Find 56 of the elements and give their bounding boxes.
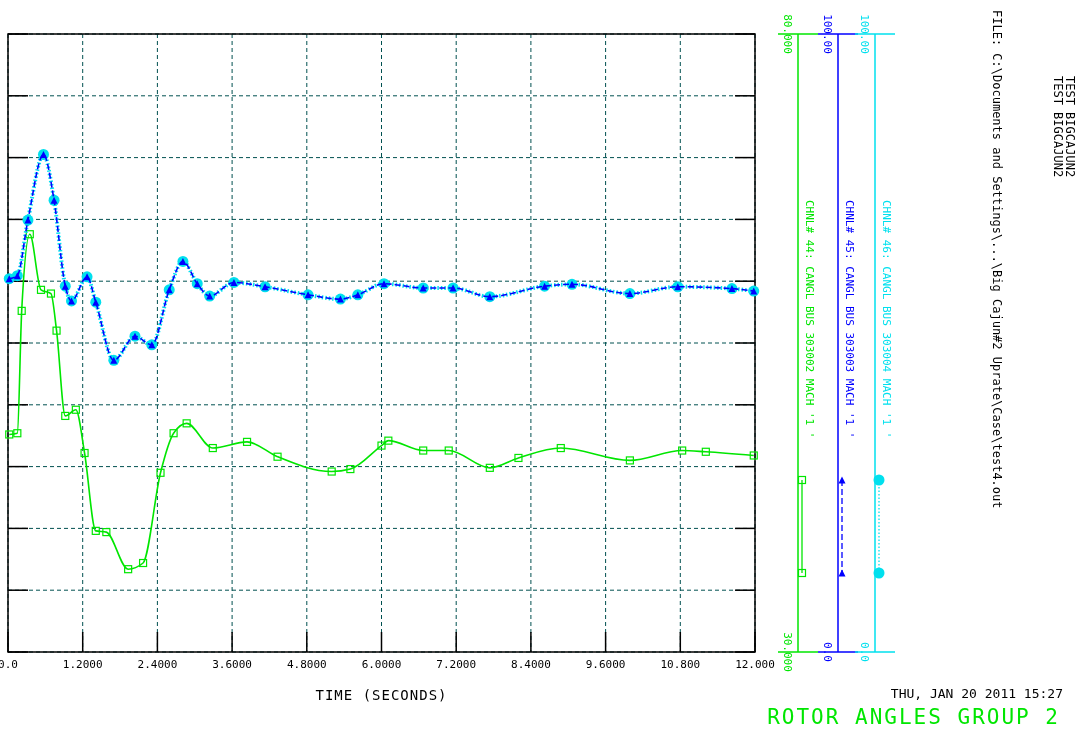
point (556, 443, 565, 453)
y3-tick-label: 100.00 (821, 14, 834, 54)
point (156, 468, 165, 477)
point (514, 453, 523, 463)
point (13, 429, 22, 438)
point (182, 419, 191, 428)
point (5, 430, 14, 439)
point (419, 446, 428, 455)
x-tick-label: 6.0000 (361, 658, 402, 671)
point (46, 289, 56, 298)
x-tick-label: 9.6000 (585, 658, 626, 671)
point (124, 565, 133, 574)
x-tick-label: 2.4000 (137, 658, 178, 671)
point (242, 437, 252, 446)
text: CHNL# 44: CANGL BUS 303002 MACH '1 ' (803, 200, 816, 439)
x-tick-label: 10.800 (660, 658, 701, 671)
point (25, 230, 34, 239)
y-tick-label: 80.000 (781, 14, 794, 54)
point (625, 456, 634, 465)
point (17, 306, 26, 315)
text: CHNL# 46: CANGL BUS 303004 MACH '1 ' (880, 200, 893, 439)
x-tick-label: 7.2000 (436, 658, 477, 671)
text: TEST BIGCAJUN2 (1063, 76, 1077, 178)
point (346, 464, 355, 474)
y2-tick-label: 100.00 (858, 14, 871, 54)
point (377, 441, 386, 450)
point (327, 467, 336, 476)
x-tick-label: 4.8000 (286, 658, 327, 671)
point (71, 405, 80, 414)
point (701, 447, 710, 456)
point (678, 446, 687, 455)
point (384, 436, 393, 445)
x-axis-title: TIME (SECONDS) (315, 687, 448, 703)
text: CHNL# 45: CANGL BUS 303003 MACH '1 ' (843, 200, 856, 439)
point (138, 558, 148, 568)
text: TEST BIGCAJUN2 (1051, 76, 1065, 178)
text: FILE: C:\Documents and Settings\...\Big Cajun#2 Uprate\Case\test4.out (990, 10, 1004, 509)
x-tick-label: 3.6000 (212, 658, 252, 671)
point (61, 411, 70, 421)
x-tick-label: 1.2000 (62, 658, 103, 671)
y-tick-label: 30.000 (781, 632, 794, 672)
point (91, 526, 100, 535)
text: THU, JAN 20 2011 15:27 (890, 686, 1063, 701)
point (208, 443, 217, 453)
x-tick-label: 8.4000 (511, 658, 551, 671)
point (52, 326, 61, 335)
text: ROTOR ANGLES GROUP 2 (767, 705, 1060, 729)
point (485, 463, 494, 472)
point (749, 451, 758, 460)
point (102, 528, 111, 537)
point (169, 429, 178, 438)
point (444, 446, 453, 455)
x-tick-label: 12.000 (735, 658, 775, 671)
point (273, 452, 282, 461)
point (80, 448, 89, 458)
point (36, 285, 46, 294)
